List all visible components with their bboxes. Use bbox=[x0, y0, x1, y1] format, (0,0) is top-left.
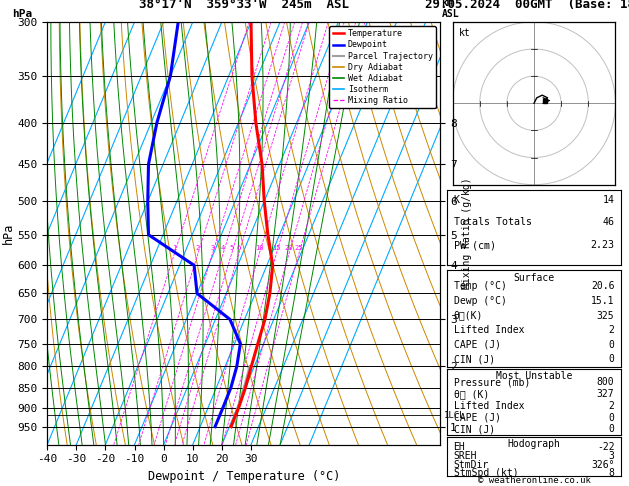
Text: 800: 800 bbox=[597, 377, 615, 387]
Text: Totals Totals: Totals Totals bbox=[454, 217, 532, 227]
Text: Lifted Index: Lifted Index bbox=[454, 325, 524, 335]
Text: 2: 2 bbox=[609, 325, 615, 335]
Text: CAPE (J): CAPE (J) bbox=[454, 413, 501, 423]
Text: Dewp (°C): Dewp (°C) bbox=[454, 296, 506, 306]
Text: 3: 3 bbox=[210, 245, 214, 251]
Text: 20.6: 20.6 bbox=[591, 281, 615, 292]
Text: Lifted Index: Lifted Index bbox=[454, 401, 524, 411]
Text: 29.05.2024  00GMT  (Base: 18): 29.05.2024 00GMT (Base: 18) bbox=[425, 0, 629, 11]
Text: K: K bbox=[454, 195, 460, 205]
Text: Surface: Surface bbox=[513, 273, 555, 283]
Text: EH: EH bbox=[454, 442, 465, 452]
Text: PW (cm): PW (cm) bbox=[454, 240, 496, 250]
Text: 15.1: 15.1 bbox=[591, 296, 615, 306]
Text: 0: 0 bbox=[609, 354, 615, 364]
Text: 2: 2 bbox=[609, 401, 615, 411]
Text: Most Unstable: Most Unstable bbox=[496, 371, 572, 382]
Text: 327: 327 bbox=[597, 389, 615, 399]
Text: SREH: SREH bbox=[454, 451, 477, 461]
Text: 0: 0 bbox=[609, 424, 615, 434]
Text: θᴄ (K): θᴄ (K) bbox=[454, 389, 489, 399]
Text: StmDir: StmDir bbox=[454, 460, 489, 469]
Text: 2: 2 bbox=[196, 245, 200, 251]
Text: Temp (°C): Temp (°C) bbox=[454, 281, 506, 292]
Text: 46: 46 bbox=[603, 217, 615, 227]
Legend: Temperature, Dewpoint, Parcel Trajectory, Dry Adiabat, Wet Adiabat, Isotherm, Mi: Temperature, Dewpoint, Parcel Trajectory… bbox=[330, 26, 436, 108]
Text: 20: 20 bbox=[285, 245, 293, 251]
Text: CAPE (J): CAPE (J) bbox=[454, 340, 501, 350]
Text: 14: 14 bbox=[603, 195, 615, 205]
Text: CIN (J): CIN (J) bbox=[454, 424, 495, 434]
Text: km
ASL: km ASL bbox=[442, 0, 459, 19]
Text: 38°17'N  359°33'W  245m  ASL: 38°17'N 359°33'W 245m ASL bbox=[139, 0, 348, 11]
Text: 25: 25 bbox=[295, 245, 303, 251]
Y-axis label: Mixing Ratio (g/kg): Mixing Ratio (g/kg) bbox=[462, 177, 472, 289]
Text: 326°: 326° bbox=[591, 460, 615, 469]
Text: kt: kt bbox=[459, 28, 471, 38]
Text: 2.23: 2.23 bbox=[591, 240, 615, 250]
Text: 4: 4 bbox=[221, 245, 225, 251]
Text: © weatheronline.co.uk: © weatheronline.co.uk bbox=[477, 476, 591, 485]
X-axis label: Dewpoint / Temperature (°C): Dewpoint / Temperature (°C) bbox=[148, 470, 340, 483]
Text: θᴄ(K): θᴄ(K) bbox=[454, 311, 483, 321]
Text: 3: 3 bbox=[609, 451, 615, 461]
Text: Pressure (mb): Pressure (mb) bbox=[454, 377, 530, 387]
Text: StmSpd (kt): StmSpd (kt) bbox=[454, 469, 518, 478]
Text: 325: 325 bbox=[597, 311, 615, 321]
Text: 1: 1 bbox=[172, 245, 177, 251]
Text: 8: 8 bbox=[609, 469, 615, 478]
Text: Hodograph: Hodograph bbox=[508, 438, 560, 449]
Y-axis label: hPa: hPa bbox=[1, 223, 14, 244]
Text: 6: 6 bbox=[237, 245, 241, 251]
Text: CIN (J): CIN (J) bbox=[454, 354, 495, 364]
Text: 0: 0 bbox=[609, 340, 615, 350]
Text: 5: 5 bbox=[230, 245, 234, 251]
Text: 0: 0 bbox=[609, 413, 615, 423]
Text: hPa: hPa bbox=[13, 9, 33, 19]
Text: 10: 10 bbox=[255, 245, 264, 251]
Text: -22: -22 bbox=[597, 442, 615, 452]
Text: 1LCL: 1LCL bbox=[444, 411, 465, 420]
Text: 15: 15 bbox=[272, 245, 281, 251]
